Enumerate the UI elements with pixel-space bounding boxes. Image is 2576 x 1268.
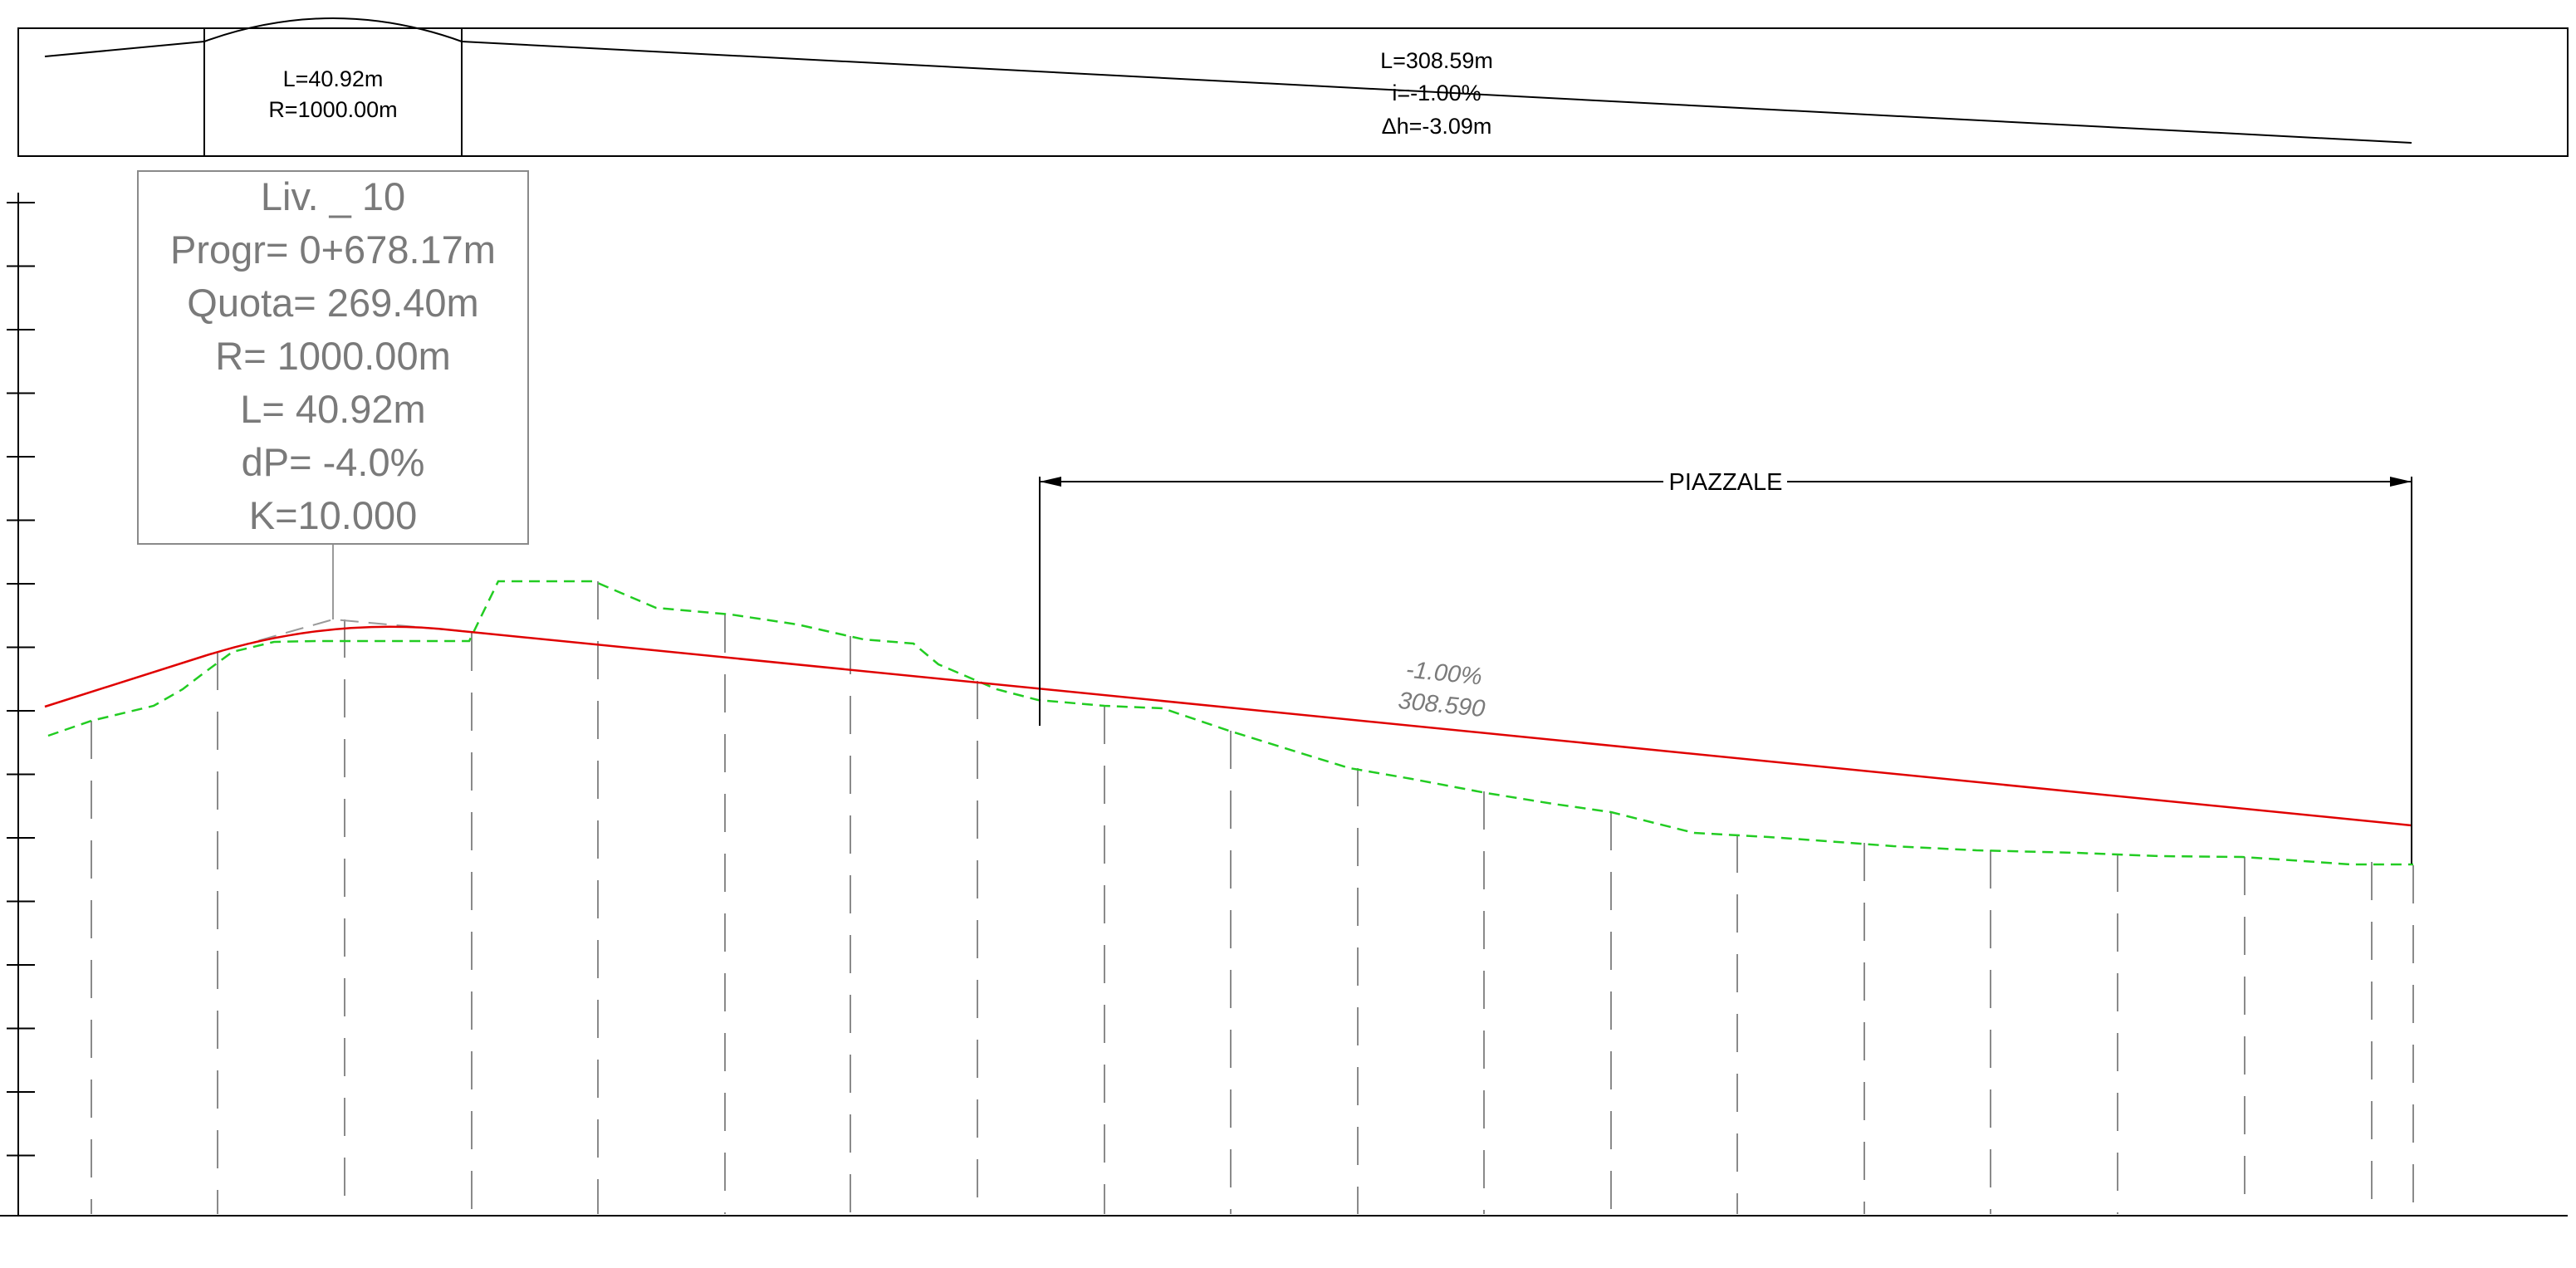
band-vertical-curve-arc: [203, 17, 463, 42]
alignment-band: L=40.92m R=1000.00m L=308.59m i=-1.00% Δ…: [17, 17, 2569, 157]
callout-progressive: Progr= 0+678.17m: [170, 228, 496, 272]
curve-radius-label: R=1000.00m: [268, 97, 397, 122]
vertex-callout-frame: [137, 170, 529, 545]
grade-length-label: 308.590: [1397, 688, 1486, 722]
grade-slope-label: -1.00%: [1405, 657, 1484, 691]
callout-radius: R= 1000.00m: [215, 334, 451, 378]
tangent-delta-h-label: Δh=-3.09m: [1382, 114, 1492, 139]
piazzale-arrow-left: [1040, 477, 1061, 487]
band-outgoing-tangent: [461, 41, 2412, 144]
ground-profile-line: [47, 580, 2413, 866]
piazzale-dimension: PIAZZALE: [1039, 469, 2412, 864]
elevation-scale: [7, 193, 35, 1216]
tangent-grade-label: i=-1.00%: [1392, 81, 1481, 105]
elevation-ticks: [7, 202, 35, 1157]
callout-length: L= 40.92m: [240, 387, 425, 431]
piazzale-label: PIAZZALE: [1669, 469, 1783, 496]
tangent-length-label: L=308.59m: [1380, 48, 1493, 73]
piazzale-arrow-right: [2390, 477, 2412, 487]
band-incoming-tangent: [44, 41, 205, 57]
tangent-extension: [203, 618, 463, 657]
design-profile-line: [44, 625, 2412, 827]
vertex-callout: Liv. _ 10 Progr= 0+678.17m Quota= 269.40…: [137, 170, 529, 545]
alignment-band-frame: [17, 27, 2569, 157]
callout-level: Liv. _ 10: [261, 174, 405, 218]
callout-elevation: Quota= 269.40m: [187, 281, 478, 325]
callout-grade-change: dP= -4.0%: [242, 440, 425, 484]
callout-k-value: K=10.000: [249, 493, 418, 537]
station-lines: [91, 581, 2414, 1214]
curve-length-label: L=40.92m: [283, 66, 384, 91]
